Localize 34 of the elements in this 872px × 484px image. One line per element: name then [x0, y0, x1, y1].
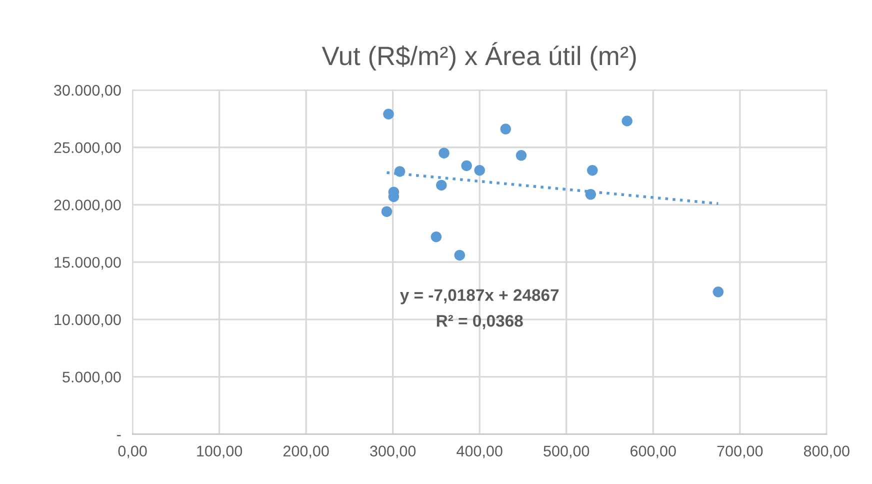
x-tick-label: 0,00: [118, 446, 147, 458]
x-tick-label: 100,00: [197, 446, 242, 458]
y-tick-label: -: [117, 435, 121, 436]
x-tick-label: 600,00: [630, 446, 676, 458]
x-tick-label: 300,00: [370, 446, 416, 458]
point: [461, 160, 472, 172]
annotation: y = -7,0187x + 24867: [400, 289, 559, 304]
point: [585, 189, 596, 200]
y-tick-label: 10.000,00: [54, 314, 121, 327]
x-tick-label: 700,00: [717, 446, 763, 458]
point: [622, 116, 632, 126]
y-tick-label: 20.000,00: [54, 200, 121, 212]
y-tick-label: 25.000,00: [54, 142, 121, 155]
x-tick-label: 400,00: [456, 446, 502, 458]
x-tick-label: 200,00: [283, 446, 329, 458]
point: [394, 166, 406, 177]
point: [454, 250, 466, 261]
x-tick-label: 500,00: [544, 446, 590, 458]
chart-title: Vut (R$/m²) x Área útil (m²): [322, 42, 636, 70]
point: [383, 108, 394, 120]
point: [516, 150, 527, 161]
point: [712, 286, 724, 298]
annotation: R² = 0,0368: [436, 314, 523, 330]
point: [430, 231, 442, 242]
y-tick-label: 5.000,00: [62, 372, 121, 384]
point: [436, 180, 447, 191]
y-tick-label: 30.000,00: [54, 84, 121, 98]
point: [474, 164, 485, 176]
x-tick-label: 800,00: [804, 446, 850, 458]
point: [500, 124, 512, 134]
y-tick-label: 15.000,00: [54, 256, 121, 270]
point: [381, 206, 392, 217]
point: [438, 148, 450, 158]
point: [587, 164, 598, 176]
